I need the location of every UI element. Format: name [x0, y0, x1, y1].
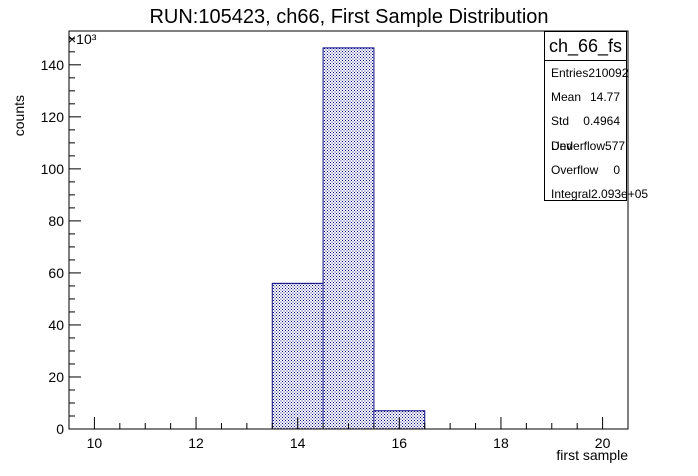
x-tick-label: 20: [595, 435, 611, 451]
y-tick-label: 120: [41, 109, 65, 125]
stats-value: 14.77: [589, 90, 620, 105]
y-tick-label: 0: [56, 421, 64, 437]
stats-box: ch_66_fs Entries 210092 Mean 14.77 Std Dev…: [544, 31, 648, 201]
y-tick-label: 40: [48, 317, 64, 333]
y-tick-label: 100: [41, 161, 65, 177]
stats-row-underflow: Underflow 577: [545, 134, 626, 158]
stats-row-integral: Integral 2.093e+05: [545, 182, 648, 206]
stats-value: 210092: [588, 66, 629, 80]
stats-row-stddev: Std Dev 0.4964: [545, 109, 626, 153]
stats-value: 577: [605, 138, 626, 153]
x-axis-label: first sample: [556, 447, 628, 463]
y-tick-label: 60: [48, 265, 64, 281]
y-tick-label: 140: [41, 57, 65, 73]
stats-row-mean: Mean 14.77: [545, 85, 626, 109]
stats-row-entries: Entries 210092: [545, 61, 629, 85]
stats-value: 2.093e+05: [591, 186, 649, 201]
stats-value: 0.4964: [583, 114, 620, 129]
y-axis-multiplier: ×10³: [68, 31, 97, 47]
x-tick-label: 14: [290, 435, 306, 451]
stats-title: ch_66_fs: [545, 32, 626, 61]
stats-value: 0: [613, 162, 620, 177]
y-axis-label: counts: [11, 95, 27, 136]
stats-label: Entries: [551, 66, 589, 80]
y-tick-label: 20: [48, 369, 64, 385]
stats-label: Std Dev: [551, 114, 573, 153]
chart-title: RUN:105423, ch66, First Sample Distribut…: [149, 6, 548, 28]
histogram-bar-0: [271, 282, 324, 430]
histogram-bar-1: [322, 47, 375, 430]
x-tick-label: 10: [87, 435, 103, 451]
stats-label: Integral: [551, 186, 592, 201]
y-tick-label: 80: [48, 213, 64, 229]
stats-label: Underflow: [551, 138, 606, 153]
x-tick-label: 18: [493, 435, 509, 451]
x-tick-label: 12: [188, 435, 204, 451]
stats-row-overflow: Overflow 0: [545, 158, 626, 182]
x-tick-label: 16: [392, 435, 408, 451]
plot-frame: [68, 30, 629, 430]
stats-label: Mean: [551, 90, 582, 105]
stats-label: Overflow: [551, 162, 599, 177]
